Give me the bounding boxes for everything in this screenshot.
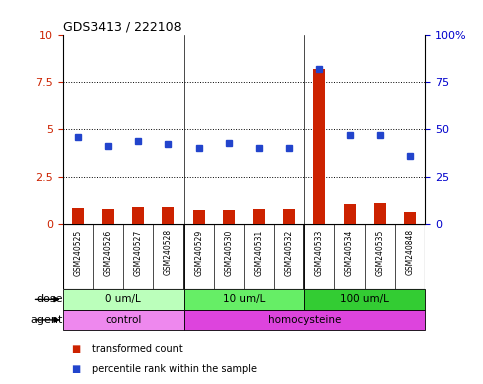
Text: 0 um/L: 0 um/L (105, 295, 141, 305)
Bar (304, 289, 425, 310)
Text: percentile rank within the sample: percentile rank within the sample (92, 364, 257, 374)
Text: GSM240848: GSM240848 (405, 229, 414, 275)
Text: GSM240529: GSM240529 (194, 229, 203, 276)
Bar (223, 210, 235, 224)
Bar (72, 208, 84, 224)
Bar (132, 207, 144, 224)
Text: GDS3413 / 222108: GDS3413 / 222108 (63, 20, 182, 33)
Text: GSM240531: GSM240531 (255, 229, 264, 276)
Bar (253, 209, 265, 224)
Text: agent: agent (30, 315, 63, 325)
Text: ■: ■ (72, 364, 85, 374)
Text: GSM240534: GSM240534 (345, 229, 354, 276)
Text: GSM240526: GSM240526 (103, 229, 113, 276)
Bar (162, 207, 174, 224)
Text: GSM240528: GSM240528 (164, 229, 173, 275)
Bar (184, 310, 425, 330)
Bar (374, 203, 386, 224)
Text: 10 um/L: 10 um/L (223, 295, 265, 305)
Text: GSM240525: GSM240525 (73, 229, 83, 276)
Bar (404, 212, 416, 224)
Text: homocysteine: homocysteine (268, 315, 341, 325)
Text: GSM240530: GSM240530 (224, 229, 233, 276)
Bar (184, 289, 304, 310)
Bar (102, 209, 114, 224)
Bar (63, 289, 184, 310)
Text: ■: ■ (72, 344, 85, 354)
Text: dose: dose (36, 295, 63, 305)
Bar (313, 69, 326, 224)
Text: transformed count: transformed count (92, 344, 183, 354)
Text: GSM240533: GSM240533 (315, 229, 324, 276)
Text: control: control (105, 315, 142, 325)
Text: 100 um/L: 100 um/L (340, 295, 389, 305)
Text: GSM240535: GSM240535 (375, 229, 384, 276)
Bar (283, 209, 295, 224)
Bar (343, 204, 355, 224)
Text: GSM240527: GSM240527 (134, 229, 143, 276)
Bar (63, 310, 184, 330)
Bar (193, 210, 205, 224)
Text: GSM240532: GSM240532 (284, 229, 294, 276)
